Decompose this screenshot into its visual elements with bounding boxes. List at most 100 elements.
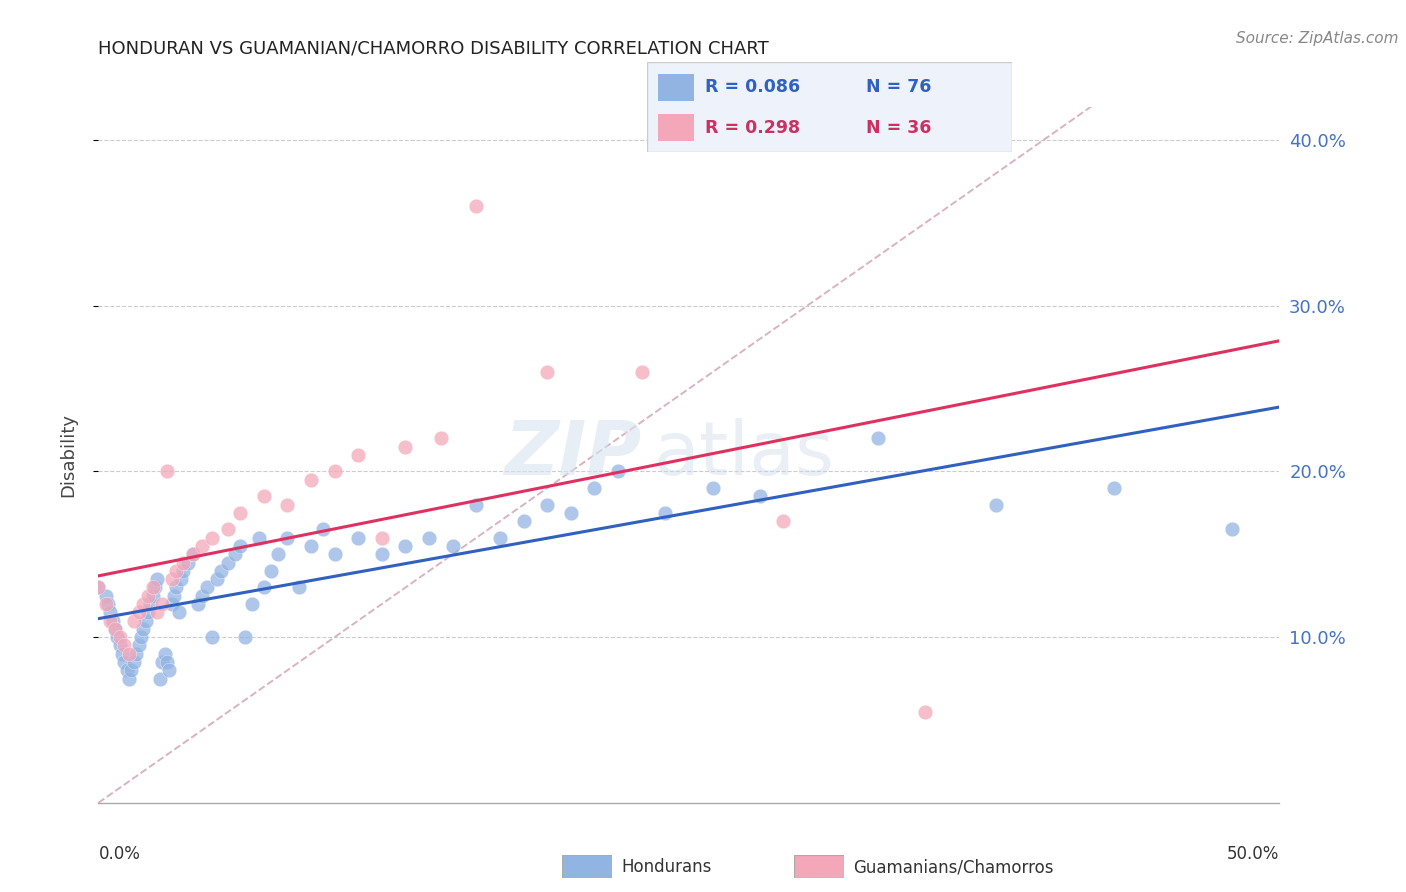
Point <box>253 581 276 595</box>
Point <box>323 547 346 561</box>
FancyBboxPatch shape <box>647 62 1012 152</box>
Point <box>276 531 298 545</box>
Text: atlas: atlas <box>654 418 835 491</box>
Point <box>128 605 150 619</box>
Text: ZIP: ZIP <box>505 418 641 491</box>
Point <box>150 655 173 669</box>
Point <box>394 440 416 454</box>
Point <box>181 547 204 561</box>
Point <box>288 581 311 595</box>
Point <box>312 523 335 537</box>
Point <box>121 663 143 677</box>
Point <box>122 655 145 669</box>
Point <box>105 630 128 644</box>
Text: Guamanians/Chamorros: Guamanians/Chamorros <box>853 858 1054 876</box>
Point <box>129 630 152 644</box>
Point <box>172 556 194 570</box>
Point <box>104 622 127 636</box>
Point <box>142 581 165 595</box>
Point <box>512 514 534 528</box>
Point <box>984 498 1007 512</box>
Point <box>118 647 141 661</box>
Point <box>347 448 370 462</box>
Point <box>87 581 110 595</box>
Point <box>217 556 239 570</box>
Point <box>128 639 150 653</box>
FancyBboxPatch shape <box>658 74 695 101</box>
Text: HONDURAN VS GUAMANIAN/CHAMORRO DISABILITY CORRELATION CHART: HONDURAN VS GUAMANIAN/CHAMORRO DISABILIT… <box>98 40 769 58</box>
Point <box>217 523 239 537</box>
Point <box>465 498 488 512</box>
Point <box>143 581 166 595</box>
Point <box>702 481 724 495</box>
Point <box>583 481 606 495</box>
Point <box>136 605 159 619</box>
Point <box>323 465 346 479</box>
Point <box>87 581 110 595</box>
Point <box>201 531 224 545</box>
Point <box>299 473 322 487</box>
Point <box>465 199 488 213</box>
Point <box>94 589 117 603</box>
Point <box>536 365 558 379</box>
Point <box>150 597 173 611</box>
Text: R = 0.298: R = 0.298 <box>706 119 800 136</box>
Point <box>1220 523 1243 537</box>
Point <box>132 597 155 611</box>
Point <box>430 431 453 445</box>
Point <box>135 614 157 628</box>
Point <box>172 564 194 578</box>
Point <box>132 622 155 636</box>
Point <box>149 672 172 686</box>
Text: 0.0%: 0.0% <box>98 845 141 863</box>
Point <box>112 639 135 653</box>
Point <box>146 605 169 619</box>
Point <box>191 539 214 553</box>
Point <box>299 539 322 553</box>
Point <box>181 547 204 561</box>
Point <box>201 630 224 644</box>
Point <box>98 614 121 628</box>
Point <box>146 572 169 586</box>
Point <box>153 647 176 661</box>
Point <box>654 506 676 520</box>
Point <box>163 589 186 603</box>
Text: R = 0.086: R = 0.086 <box>706 78 800 96</box>
Text: Source: ZipAtlas.com: Source: ZipAtlas.com <box>1236 31 1399 46</box>
Point <box>371 547 394 561</box>
Point <box>165 564 187 578</box>
Point <box>607 465 630 479</box>
Text: 50.0%: 50.0% <box>1227 845 1279 863</box>
Point <box>260 564 283 578</box>
Point <box>111 647 134 661</box>
Point <box>125 647 148 661</box>
Point <box>187 597 209 611</box>
Point <box>98 605 121 619</box>
Point <box>233 630 256 644</box>
Point <box>156 655 179 669</box>
FancyBboxPatch shape <box>794 855 844 878</box>
Point <box>224 547 246 561</box>
Point <box>209 564 232 578</box>
Point <box>165 581 187 595</box>
Text: N = 36: N = 36 <box>866 119 931 136</box>
Point <box>418 531 440 545</box>
Point <box>115 663 138 677</box>
Point <box>160 572 183 586</box>
Point <box>157 663 180 677</box>
FancyBboxPatch shape <box>658 114 695 141</box>
Point <box>253 489 276 503</box>
Point <box>104 622 127 636</box>
Point <box>101 614 124 628</box>
Point <box>108 639 131 653</box>
Point <box>177 556 200 570</box>
Point <box>229 506 252 520</box>
Point <box>136 589 159 603</box>
Point <box>118 672 141 686</box>
Point <box>170 572 193 586</box>
Point <box>247 531 270 545</box>
Point <box>630 365 652 379</box>
Text: N = 76: N = 76 <box>866 78 931 96</box>
Point <box>112 655 135 669</box>
Point <box>1102 481 1125 495</box>
